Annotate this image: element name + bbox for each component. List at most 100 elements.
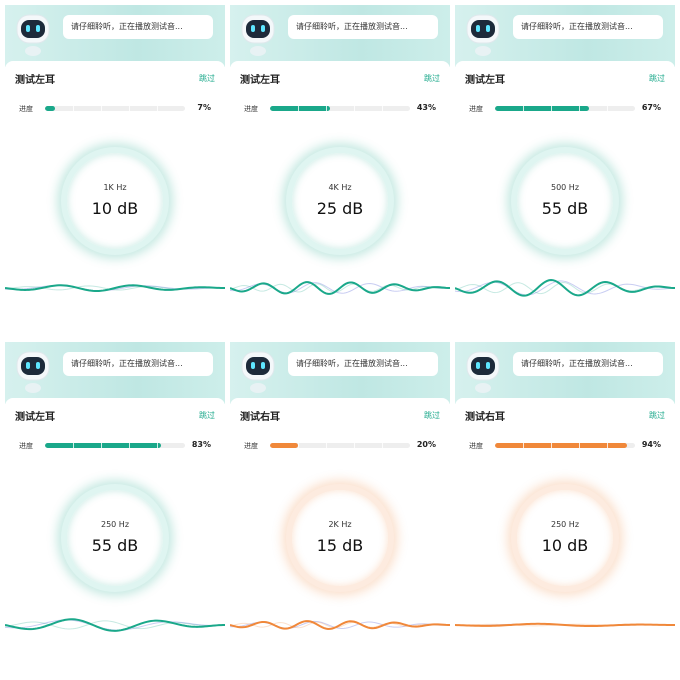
progress-label: 进度: [19, 105, 33, 113]
segment-divider: [382, 443, 383, 448]
waveform: [230, 281, 450, 295]
robot-icon: [241, 351, 275, 393]
progress-track: [495, 106, 635, 111]
progress-fill: [495, 443, 627, 448]
progress-fill: [270, 106, 331, 111]
level: 15 dB: [316, 536, 364, 555]
segment-divider: [326, 443, 327, 448]
waveform: [5, 284, 225, 293]
segment-divider: [101, 443, 102, 448]
segment-divider: [73, 443, 74, 448]
segment-divider: [129, 106, 130, 111]
robot-icon: [466, 14, 500, 56]
robot-icon: [16, 14, 50, 56]
progress-track: [270, 106, 410, 111]
segment-divider: [607, 443, 608, 448]
test-panel: 请仔细聆听，正在播放测试音... 测试左耳 跳过 进度 43% 4K Hz 25…: [230, 5, 450, 305]
robot-icon: [466, 351, 500, 393]
skip-button[interactable]: 跳过: [199, 411, 215, 420]
wave-line: [5, 284, 225, 293]
speech-bubble: 请仔细聆听，正在播放测试音...: [288, 352, 438, 376]
waveform: [230, 620, 450, 630]
skip-button[interactable]: 跳过: [649, 411, 665, 420]
level-ring: 250 Hz 55 dB: [61, 484, 169, 592]
title: 测试左耳: [15, 412, 55, 423]
progress-label: 进度: [469, 105, 483, 113]
bubble-text: 请仔细聆听，正在播放测试音...: [521, 22, 633, 31]
wave-line: [455, 622, 675, 628]
test-card: 测试右耳 跳过 进度 20% 2K Hz 15 dB: [230, 398, 450, 642]
speech-bubble: 请仔细聆听，正在播放测试音...: [63, 15, 213, 39]
skip-button[interactable]: 跳过: [424, 74, 440, 83]
speech-bubble: 请仔细聆听，正在播放测试音...: [513, 15, 663, 39]
progress-track: [45, 106, 185, 111]
title: 测试左耳: [465, 75, 505, 86]
level: 10 dB: [541, 536, 589, 555]
progress-fill: [45, 443, 162, 448]
frequency: 500 Hz: [550, 183, 580, 192]
speech-bubble: 请仔细聆听，正在播放测试音...: [288, 15, 438, 39]
test-panel: 请仔细聆听，正在播放测试音... 测试右耳 跳过 进度 20% 2K Hz 15…: [230, 342, 450, 642]
skip-button[interactable]: 跳过: [199, 74, 215, 83]
title: 测试右耳: [465, 412, 505, 423]
progress-track: [270, 443, 410, 448]
segment-divider: [579, 443, 580, 448]
segment-divider: [101, 106, 102, 111]
test-card: 测试左耳 跳过 进度 83% 250 Hz 55 dB: [5, 398, 225, 642]
progress-track: [495, 443, 635, 448]
frequency: 4K Hz: [328, 183, 352, 192]
progress-label: 进度: [244, 442, 258, 450]
skip-button[interactable]: 跳过: [424, 411, 440, 420]
progress-fill: [495, 106, 589, 111]
frequency: 250 Hz: [550, 520, 580, 529]
robot-icon: [16, 351, 50, 393]
title: 测试左耳: [240, 75, 280, 86]
segment-divider: [298, 443, 299, 448]
segment-divider: [73, 106, 74, 111]
segment-divider: [157, 443, 158, 448]
progress-percent: 94%: [641, 440, 661, 449]
bubble-text: 请仔细聆听，正在播放测试音...: [71, 359, 183, 368]
progress-label: 进度: [469, 442, 483, 450]
wave-line: [455, 279, 675, 297]
level: 55 dB: [541, 199, 589, 218]
level-ring: 1K Hz 10 dB: [61, 147, 169, 255]
frequency: 1K Hz: [103, 183, 127, 192]
speech-bubble: 请仔细聆听，正在播放测试音...: [63, 352, 213, 376]
progress-percent: 67%: [641, 103, 661, 112]
segment-divider: [298, 106, 299, 111]
bubble-text: 请仔细聆听，正在播放测试音...: [521, 359, 633, 368]
segment-divider: [354, 106, 355, 111]
test-panel: 请仔细聆听，正在播放测试音... 测试右耳 跳过 进度 94% 250 Hz 1…: [455, 342, 675, 642]
level-ring: 4K Hz 25 dB: [286, 147, 394, 255]
title: 测试右耳: [240, 412, 280, 423]
segment-divider: [157, 106, 158, 111]
segment-divider: [551, 106, 552, 111]
segment-divider: [354, 443, 355, 448]
test-panel: 请仔细聆听，正在播放测试音... 测试左耳 跳过 进度 67% 500 Hz 5…: [455, 5, 675, 305]
header: 请仔细聆听，正在播放测试音...: [5, 342, 225, 404]
progress-track: [45, 443, 185, 448]
segment-divider: [607, 106, 608, 111]
bubble-text: 请仔细聆听，正在播放测试音...: [296, 359, 408, 368]
frequency: 250 Hz: [100, 520, 130, 529]
segment-divider: [129, 443, 130, 448]
segment-divider: [382, 106, 383, 111]
wave-line: [5, 618, 225, 632]
progress-percent: 43%: [416, 103, 436, 112]
wave-line: [5, 285, 225, 292]
wave-line: [5, 620, 225, 630]
level-ring: 250 Hz 10 dB: [511, 484, 619, 592]
progress-percent: 83%: [191, 440, 211, 449]
waveform: [455, 622, 675, 628]
test-card: 测试左耳 跳过 进度 7% 1K Hz 10 dB: [5, 61, 225, 305]
header: 请仔细聆听，正在播放测试音...: [5, 5, 225, 67]
skip-button[interactable]: 跳过: [649, 74, 665, 83]
level: 55 dB: [91, 536, 139, 555]
header: 请仔细聆听，正在播放测试音...: [230, 342, 450, 404]
title: 测试左耳: [15, 75, 55, 86]
header: 请仔细聆听，正在播放测试音...: [455, 342, 675, 404]
test-card: 测试右耳 跳过 进度 94% 250 Hz 10 dB: [455, 398, 675, 642]
test-panel: 请仔细聆听，正在播放测试音... 测试左耳 跳过 进度 83% 250 Hz 5…: [5, 342, 225, 642]
